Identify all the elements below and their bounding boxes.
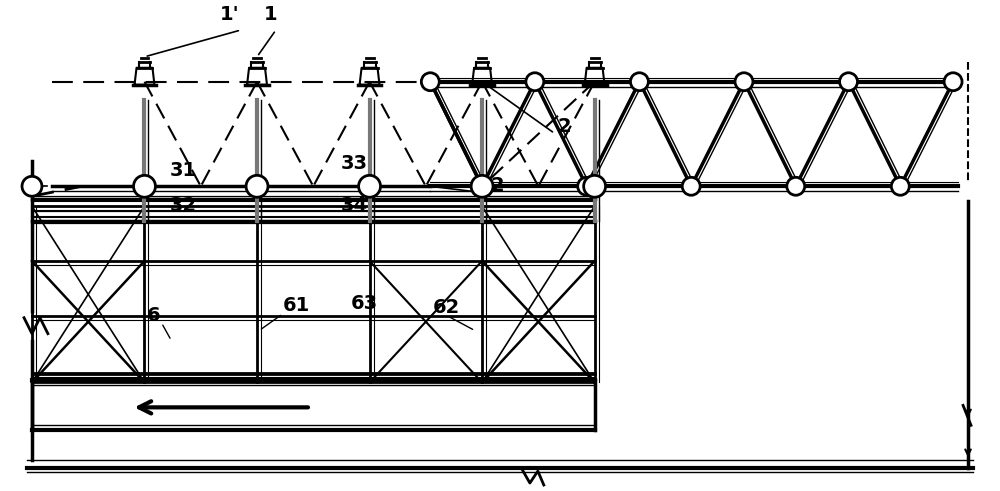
Circle shape	[630, 73, 648, 91]
Text: 1: 1	[264, 5, 278, 24]
Text: 2: 2	[490, 176, 504, 195]
Circle shape	[578, 177, 596, 195]
Circle shape	[359, 175, 381, 197]
Circle shape	[787, 177, 805, 195]
Text: 34: 34	[341, 196, 368, 215]
Text: 61: 61	[283, 296, 310, 315]
Circle shape	[944, 73, 962, 91]
Text: 63: 63	[351, 294, 378, 313]
Text: 2: 2	[558, 116, 571, 136]
Circle shape	[682, 177, 700, 195]
Circle shape	[246, 175, 268, 197]
Circle shape	[134, 175, 155, 197]
Circle shape	[584, 175, 606, 197]
Circle shape	[22, 176, 42, 196]
Circle shape	[526, 73, 544, 91]
Circle shape	[471, 175, 493, 197]
Text: 33: 33	[341, 154, 368, 173]
Text: 31: 31	[169, 162, 197, 180]
Circle shape	[473, 177, 491, 195]
Text: 32: 32	[169, 196, 197, 215]
Circle shape	[891, 177, 909, 195]
Circle shape	[421, 73, 439, 91]
Text: 6: 6	[146, 306, 160, 325]
Text: 62: 62	[432, 298, 460, 317]
Text: 1': 1'	[219, 5, 239, 24]
Circle shape	[735, 73, 753, 91]
Circle shape	[840, 73, 857, 91]
